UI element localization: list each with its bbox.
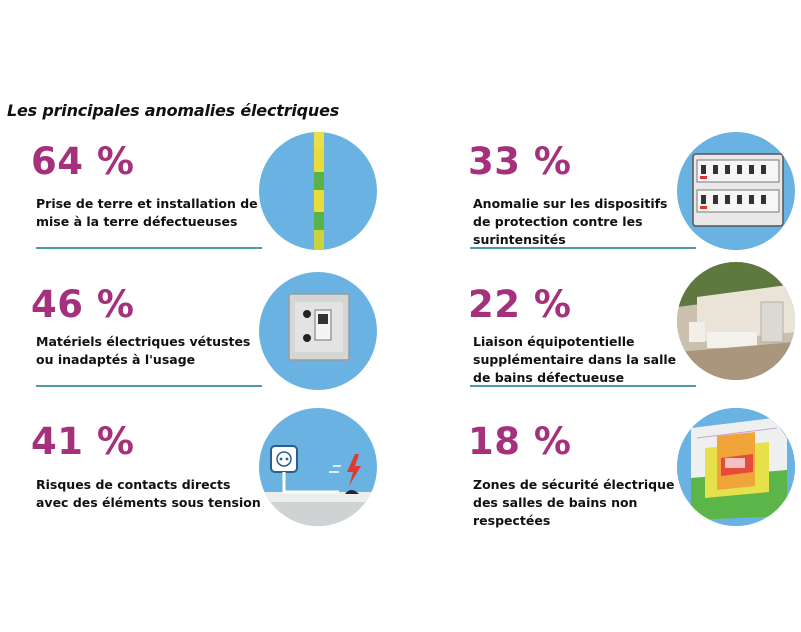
stat-description-line: Liaison équipotentielle <box>473 334 635 349</box>
stat-description: Zones de sécurité électrique des salles … <box>473 476 674 530</box>
stat-percent: 22 % <box>468 283 572 326</box>
stat-description: Matériels électriques vétustes ou inadap… <box>36 333 250 369</box>
stat-description-line: mise à la terre défectueuses <box>36 214 238 229</box>
stat-description-line: Zones de sécurité électrique <box>473 477 675 492</box>
stat-description-line: Risques de contacts directs <box>36 477 231 492</box>
page-title: Les principales anomalies électriques <box>7 101 340 120</box>
stat-percent: 18 % <box>468 420 572 463</box>
divider <box>36 385 262 387</box>
stat-description: Prise de terre et installation de mise à… <box>36 195 258 231</box>
stat-description: Anomalie sur les dispositifs de protecti… <box>473 195 668 249</box>
stat-description-line: des salles de bains non <box>473 495 638 510</box>
stat-description-line: Matériels électriques vétustes <box>36 334 251 349</box>
stat-description: Liaison équipotentielle supplémentaire d… <box>473 333 676 387</box>
stat-description-line: surintensités <box>473 232 566 247</box>
divider <box>470 385 696 387</box>
live-contact-icon <box>259 408 377 526</box>
stat-description-line: de protection contre les <box>473 214 643 229</box>
stat-description-line: Prise de terre et installation de <box>36 196 258 211</box>
stat-percent: 33 % <box>468 140 572 183</box>
stat-description-line: de bains défectueuse <box>473 370 625 385</box>
stat-percent: 46 % <box>31 283 135 326</box>
bathroom-icon <box>677 262 795 380</box>
divider <box>470 247 696 249</box>
breaker-panel-icon <box>677 132 795 250</box>
stat-description-line: supplémentaire dans la salle <box>473 352 677 367</box>
stat-description-line: ou inadaptés à l'usage <box>36 352 196 367</box>
stat-percent: 64 % <box>31 140 135 183</box>
stat-description: Risques de contacts directs avec des élé… <box>36 476 261 512</box>
stat-description-line: respectées <box>473 513 551 528</box>
stat-description-line: avec des éléments sous tension <box>36 495 261 510</box>
earth-wire-icon <box>259 132 377 250</box>
bathroom-zones-icon <box>677 408 795 526</box>
stat-percent: 41 % <box>31 420 135 463</box>
divider <box>36 247 262 249</box>
stat-description-line: Anomalie sur les dispositifs <box>473 196 668 211</box>
old-switch-outlet-icon <box>259 272 377 390</box>
